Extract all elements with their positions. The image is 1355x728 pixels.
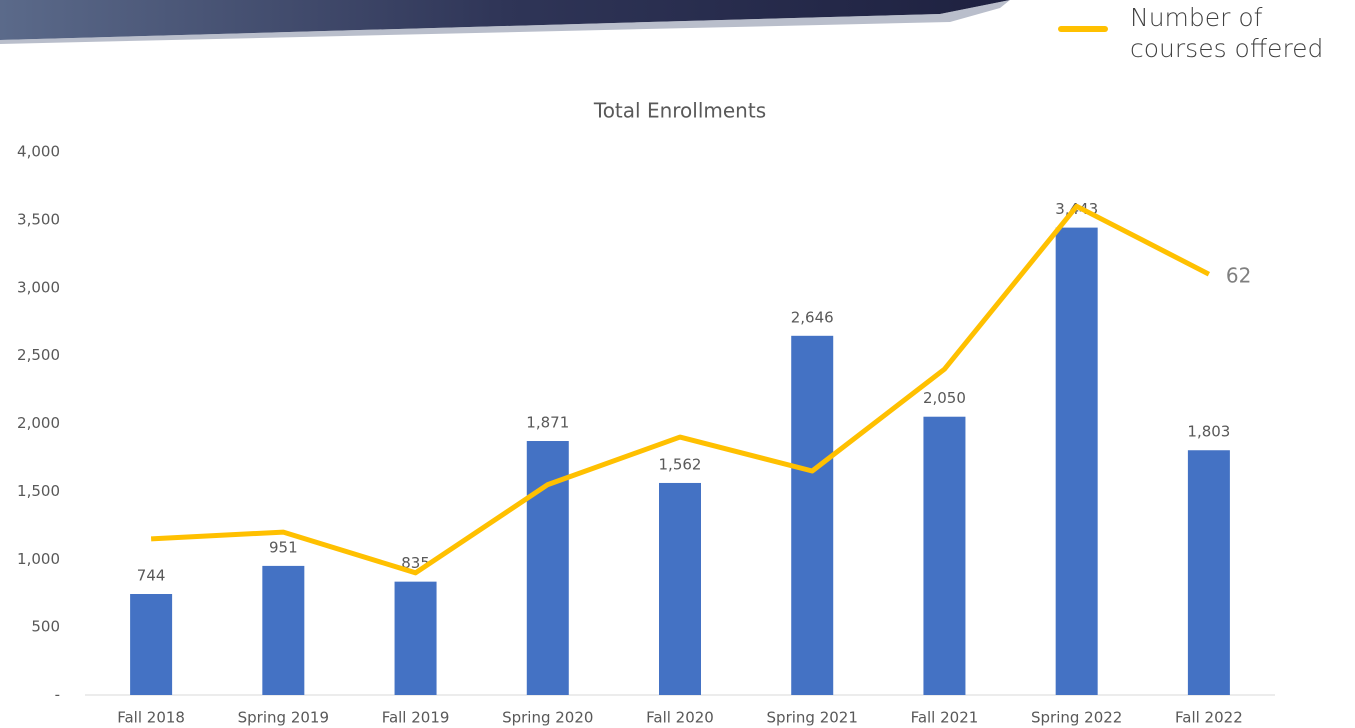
legend: Number of courses offered [1058, 2, 1350, 64]
line [150, 203, 1211, 576]
y-tick-label: 500 [31, 618, 60, 636]
data-label: 2,050 [923, 389, 966, 407]
x-tick-label: Fall 2021 [911, 709, 979, 727]
bar [791, 335, 834, 695]
y-tick-label: 4,000 [17, 143, 60, 161]
y-tick-label: 3,000 [17, 278, 60, 296]
data-label: 2,646 [791, 308, 834, 326]
x-tick-label: Fall 2019 [382, 709, 450, 727]
bar [659, 482, 701, 695]
data-label: 1,871 [526, 414, 569, 432]
legend-swatch [1058, 26, 1108, 32]
header-band-edge [0, 0, 1010, 44]
header-band [0, 0, 1010, 40]
data-label: 951 [269, 538, 298, 556]
x-tick-label: Spring 2022 [1031, 709, 1122, 727]
x-tick-label: Fall 2020 [646, 709, 714, 727]
x-tick-label: Fall 2022 [1175, 709, 1243, 727]
x-tick-label: Fall 2018 [117, 709, 185, 727]
y-tick-label: 2,500 [17, 346, 60, 364]
bar [1187, 450, 1230, 695]
data-label: 1,562 [659, 455, 702, 473]
y-tick-label: 1,500 [17, 482, 60, 500]
chart-title: Total Enrollments [593, 99, 766, 123]
bar [394, 581, 437, 695]
x-tick-label: Spring 2020 [502, 709, 593, 727]
y-tick-label: - [55, 686, 60, 704]
bar [130, 594, 173, 695]
y-tick-label: 1,000 [17, 550, 60, 568]
x-tick-label: Spring 2019 [238, 709, 329, 727]
bar [923, 416, 966, 695]
bar [262, 565, 305, 695]
y-tick-label: 3,500 [17, 210, 60, 228]
y-tick-label: 2,000 [17, 414, 60, 432]
data-label: 744 [137, 567, 166, 585]
data-label: 62 [1226, 264, 1251, 288]
x-tick-label: Spring 2021 [767, 709, 858, 727]
bar [1055, 227, 1098, 696]
data-label: 1,803 [1187, 423, 1230, 441]
legend-label: Number of courses offered [1130, 3, 1324, 63]
